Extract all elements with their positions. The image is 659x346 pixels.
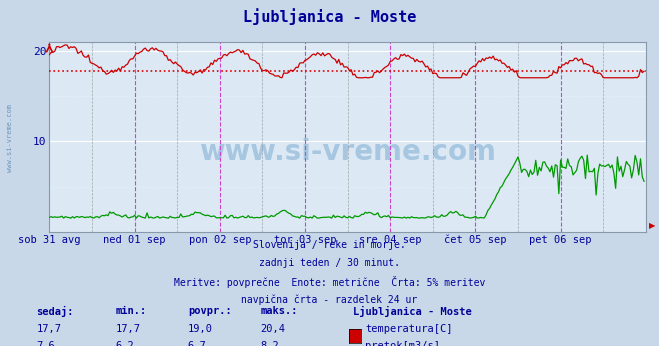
Text: 6,7: 6,7 [188, 341, 206, 346]
Text: 8,2: 8,2 [260, 341, 279, 346]
Text: 17,7: 17,7 [36, 324, 61, 334]
Text: 20,4: 20,4 [260, 324, 285, 334]
Text: 19,0: 19,0 [188, 324, 213, 334]
Text: ▶: ▶ [649, 221, 656, 230]
Text: Slovenija / reke in morje.: Slovenija / reke in morje. [253, 240, 406, 251]
Text: maks.:: maks.: [260, 306, 298, 316]
Text: 7,6: 7,6 [36, 341, 55, 346]
Text: min.:: min.: [115, 306, 146, 316]
Text: pretok[m3/s]: pretok[m3/s] [365, 341, 440, 346]
Text: povpr.:: povpr.: [188, 306, 231, 316]
Text: www.si-vreme.com: www.si-vreme.com [199, 138, 496, 166]
Text: sedaj:: sedaj: [36, 306, 74, 317]
Text: 6,2: 6,2 [115, 341, 134, 346]
Text: navpična črta - razdelek 24 ur: navpična črta - razdelek 24 ur [241, 294, 418, 305]
Text: Ljubljanica - Moste: Ljubljanica - Moste [243, 9, 416, 26]
Text: temperatura[C]: temperatura[C] [365, 324, 453, 334]
Text: zadnji teden / 30 minut.: zadnji teden / 30 minut. [259, 258, 400, 268]
Text: www.si-vreme.com: www.si-vreme.com [7, 104, 13, 172]
Text: Ljubljanica - Moste: Ljubljanica - Moste [353, 306, 471, 317]
Text: 17,7: 17,7 [115, 324, 140, 334]
Text: Meritve: povprečne  Enote: metrične  Črta: 5% meritev: Meritve: povprečne Enote: metrične Črta:… [174, 276, 485, 289]
